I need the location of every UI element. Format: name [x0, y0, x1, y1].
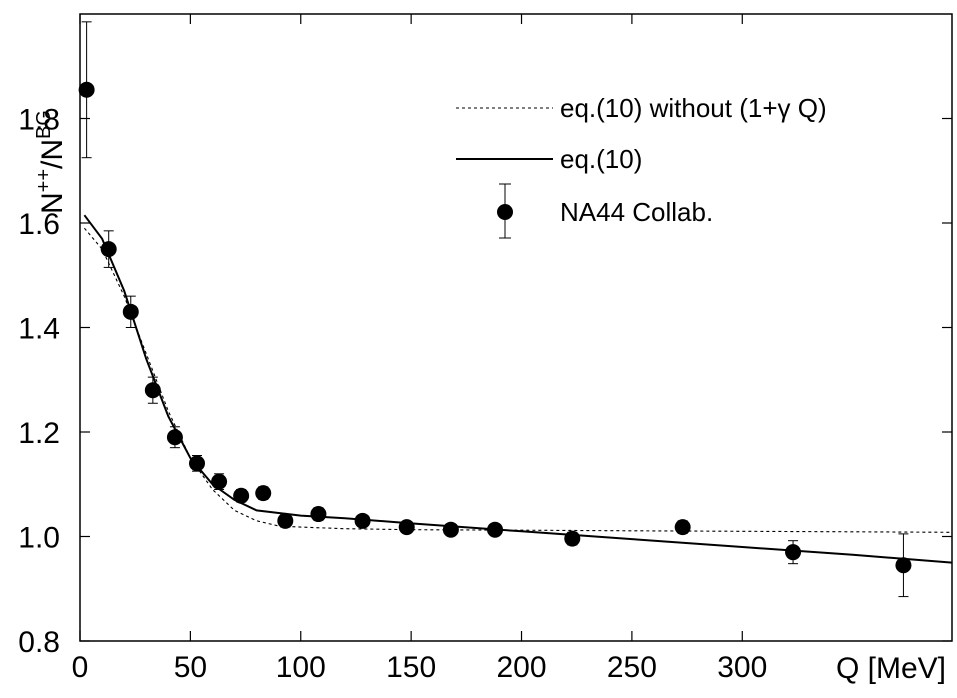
- data-point: [166, 429, 183, 446]
- data-point: [310, 506, 327, 523]
- ticks: [79, 14, 952, 642]
- data-point: [674, 519, 691, 536]
- data-point: [354, 512, 371, 529]
- data-point: [277, 512, 294, 529]
- data-point: [233, 487, 250, 504]
- tick-labels: 0 50 100 150 200 250 300 0.8 1.0 1.2 1.4 1.6 1.8: [18, 104, 767, 685]
- legend-label: NA44 Collab.: [560, 197, 713, 227]
- y-tick-label: 1.8: [18, 104, 60, 137]
- data-points: [78, 21, 912, 598]
- y-tick-label: 1.0: [18, 522, 60, 555]
- data-point: [564, 530, 581, 547]
- series-line-solid: [83, 214, 953, 564]
- legend-label: eq.(10): [560, 144, 642, 174]
- y-axis-label-sep: /N: [36, 139, 69, 169]
- data-point: [189, 455, 206, 472]
- data-point: [78, 81, 95, 98]
- legend-marker: [497, 204, 513, 220]
- data-point: [442, 521, 459, 538]
- data-point: [895, 557, 912, 574]
- y-tick-label: 1.6: [18, 208, 60, 241]
- x-tick-label: 300: [717, 651, 767, 684]
- y-tick-label: 0.8: [18, 626, 60, 659]
- data-point: [255, 485, 272, 502]
- legend: eq.(10) without (1+γ Q) eq.(10) NA44 Colla…: [456, 93, 827, 239]
- series-lines: [83, 214, 953, 564]
- y-axis-label: N++/NBG: [33, 110, 69, 214]
- data-point: [487, 521, 504, 538]
- legend-label: eq.(10) without (1+γ Q): [560, 93, 827, 123]
- x-tick-label: 150: [386, 651, 436, 684]
- data-point: [144, 382, 161, 399]
- data-point: [211, 473, 228, 490]
- y-axis-label-base: N: [36, 192, 69, 214]
- y-axis-label-sup1: ++: [33, 169, 55, 192]
- x-tick-label: 250: [607, 651, 657, 684]
- data-point: [100, 241, 117, 258]
- y-tick-label: 1.4: [18, 313, 60, 346]
- data-point: [785, 544, 802, 561]
- x-tick-label: 0: [72, 651, 89, 684]
- y-axis-label-sup2: BG: [33, 110, 55, 139]
- data-point: [398, 519, 415, 536]
- svg-text:N++/NBG: N++/NBG: [33, 110, 69, 214]
- x-axis-label: Q [MeV]: [836, 652, 946, 685]
- y-tick-label: 1.2: [18, 417, 60, 450]
- x-tick-label: 50: [174, 651, 207, 684]
- data-point: [122, 303, 139, 320]
- x-tick-label: 100: [276, 651, 326, 684]
- x-tick-label: 200: [496, 651, 546, 684]
